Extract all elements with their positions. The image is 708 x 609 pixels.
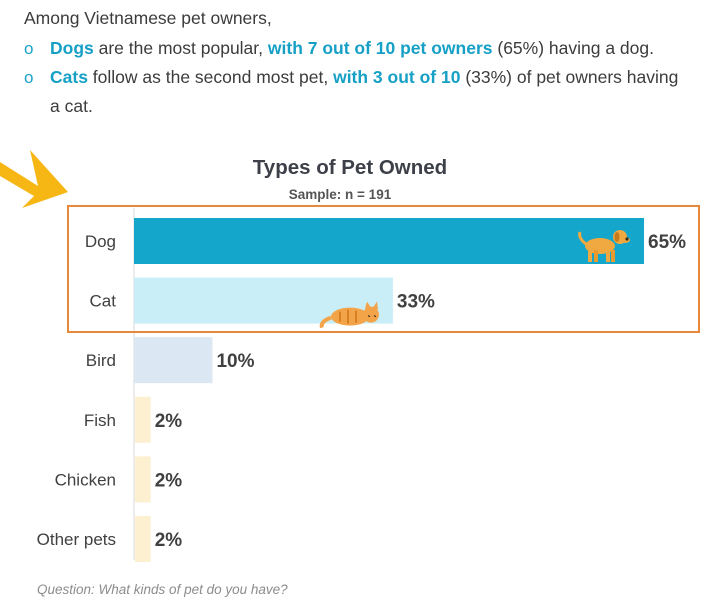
bullet-list: o Dogs are the most popular, with 7 out o… [24,34,684,121]
bar [134,337,213,384]
pointer-arrow-icon [0,150,68,208]
category-label: Fish [84,411,116,430]
bullet-cats: o Cats follow as the second most pet, wit… [24,63,684,121]
bullet-lead: Dogs [50,38,94,58]
intro-text: Among Vietnamese pet owners, [24,8,272,28]
bullet-text: (33%) of pet owners having a cat. [50,67,679,116]
category-label: Other pets [37,530,116,549]
bar [134,218,644,264]
bullet-marker: o [24,68,34,87]
chart-subtitle: Sample: n = 191 [288,187,392,202]
value-label: 2% [155,530,183,551]
bullet-text: are the most popular, [93,38,268,58]
bar [135,396,151,443]
dog-icon [578,230,630,262]
value-label: 33% [397,292,435,313]
bullet-lead: Cats [50,67,88,87]
value-label: 65% [648,232,686,253]
bullet-highlight: with 3 out of 10 [333,67,461,87]
value-label: 10% [216,351,254,372]
bullet-dogs: o Dogs are the most popular, with 7 out o… [24,34,684,63]
cat-icon [319,301,379,329]
category-label: Cat [90,292,117,311]
bullet-text: follow as the second most pet, [87,67,334,87]
category-label: Dog [85,232,116,251]
bar [135,516,151,562]
bullet-highlight: with 7 out of 10 pet owners [267,38,493,58]
value-label: 2% [155,411,183,432]
bar [135,456,151,503]
chart-title: Types of Pet Owned [252,156,448,179]
category-label: Bird [86,351,116,370]
bullet-marker: o [24,39,34,58]
category-label: Chicken [55,470,116,489]
highlight-box [67,205,700,333]
value-label: 2% [155,470,183,491]
bullet-text: (65%) having a dog. [492,38,654,58]
survey-question: Question: What kinds of pet do you have? [37,582,288,597]
